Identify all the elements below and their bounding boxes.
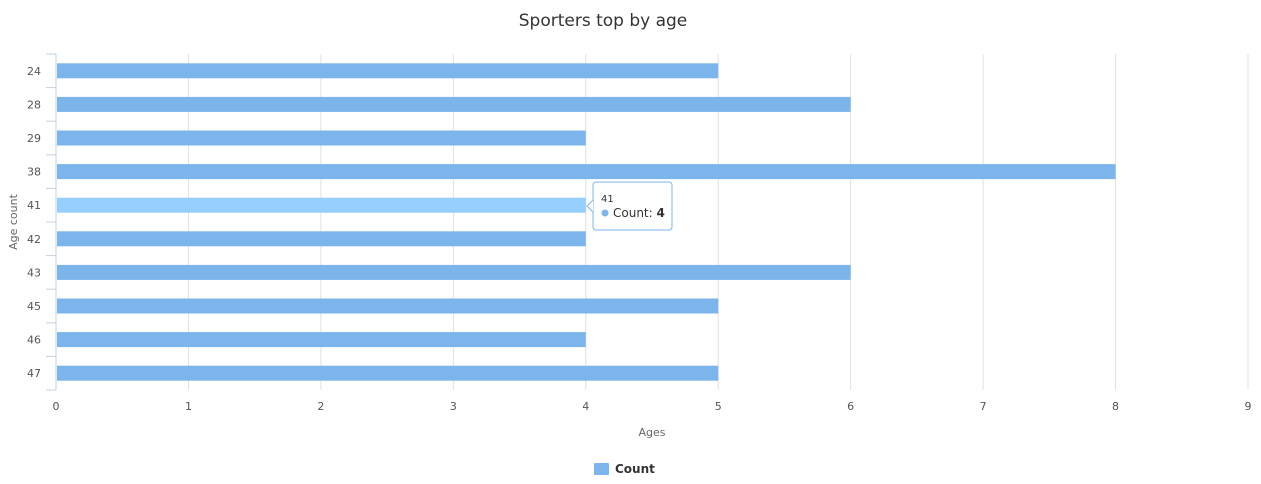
x-tick-label: 1 (185, 400, 192, 413)
bar-41[interactable] (57, 197, 586, 213)
y-axis-tick-labels: 24 28 29 38 41 42 43 45 46 47 (27, 65, 41, 380)
chart-title: Sporters top by age (519, 11, 688, 31)
bar-29[interactable] (57, 130, 586, 146)
tooltip-value-line: Count: 4 (613, 206, 665, 220)
x-tick-label: 8 (1112, 400, 1119, 413)
y-tick-label: 38 (27, 166, 41, 179)
y-tick-label: 46 (27, 334, 41, 347)
bar-47[interactable] (57, 365, 719, 381)
y-axis-title: Age count (7, 193, 20, 249)
x-tick-label: 2 (317, 400, 324, 413)
x-tick-label: 3 (450, 400, 457, 413)
x-tick-label: 5 (715, 400, 722, 413)
tooltip-series-marker (601, 209, 609, 217)
legend[interactable]: Count (594, 462, 655, 476)
y-tick-label: 42 (27, 233, 41, 246)
y-tick-label: 28 (27, 98, 41, 111)
x-axis-title: Ages (638, 426, 665, 439)
bar-38[interactable] (57, 164, 1116, 180)
y-tick-label: 41 (27, 199, 41, 212)
bar-43[interactable] (57, 264, 851, 280)
x-tick-label: 0 (53, 400, 60, 413)
tooltip: 41 Count: 4 (586, 181, 673, 231)
tooltip-category: 41 (601, 194, 614, 205)
y-tick-label: 43 (27, 266, 41, 279)
x-tick-label: 6 (847, 400, 854, 413)
legend-label: Count (615, 462, 655, 476)
bar-45[interactable] (57, 298, 719, 314)
bar-46[interactable] (57, 332, 586, 348)
bar-24[interactable] (57, 63, 719, 79)
x-axis-tick-labels: 0 1 2 3 4 5 6 7 8 9 (53, 400, 1252, 413)
legend-swatch (594, 463, 609, 475)
y-tick-label: 24 (27, 65, 41, 78)
tooltip-value: 4 (657, 206, 665, 220)
bar-42[interactable] (57, 231, 586, 247)
x-tick-label: 9 (1245, 400, 1252, 413)
y-tick-label: 47 (27, 367, 41, 380)
tooltip-colon: : (649, 206, 657, 220)
y-tick-label: 29 (27, 132, 41, 145)
axes (46, 53, 57, 391)
tooltip-pointer (586, 199, 594, 213)
x-tick-label: 4 (582, 400, 589, 413)
x-tick-label: 7 (980, 400, 987, 413)
bars (57, 63, 1116, 381)
bar-28[interactable] (57, 96, 851, 112)
tooltip-series-name: Count (613, 206, 649, 220)
y-tick-label: 45 (27, 300, 41, 313)
